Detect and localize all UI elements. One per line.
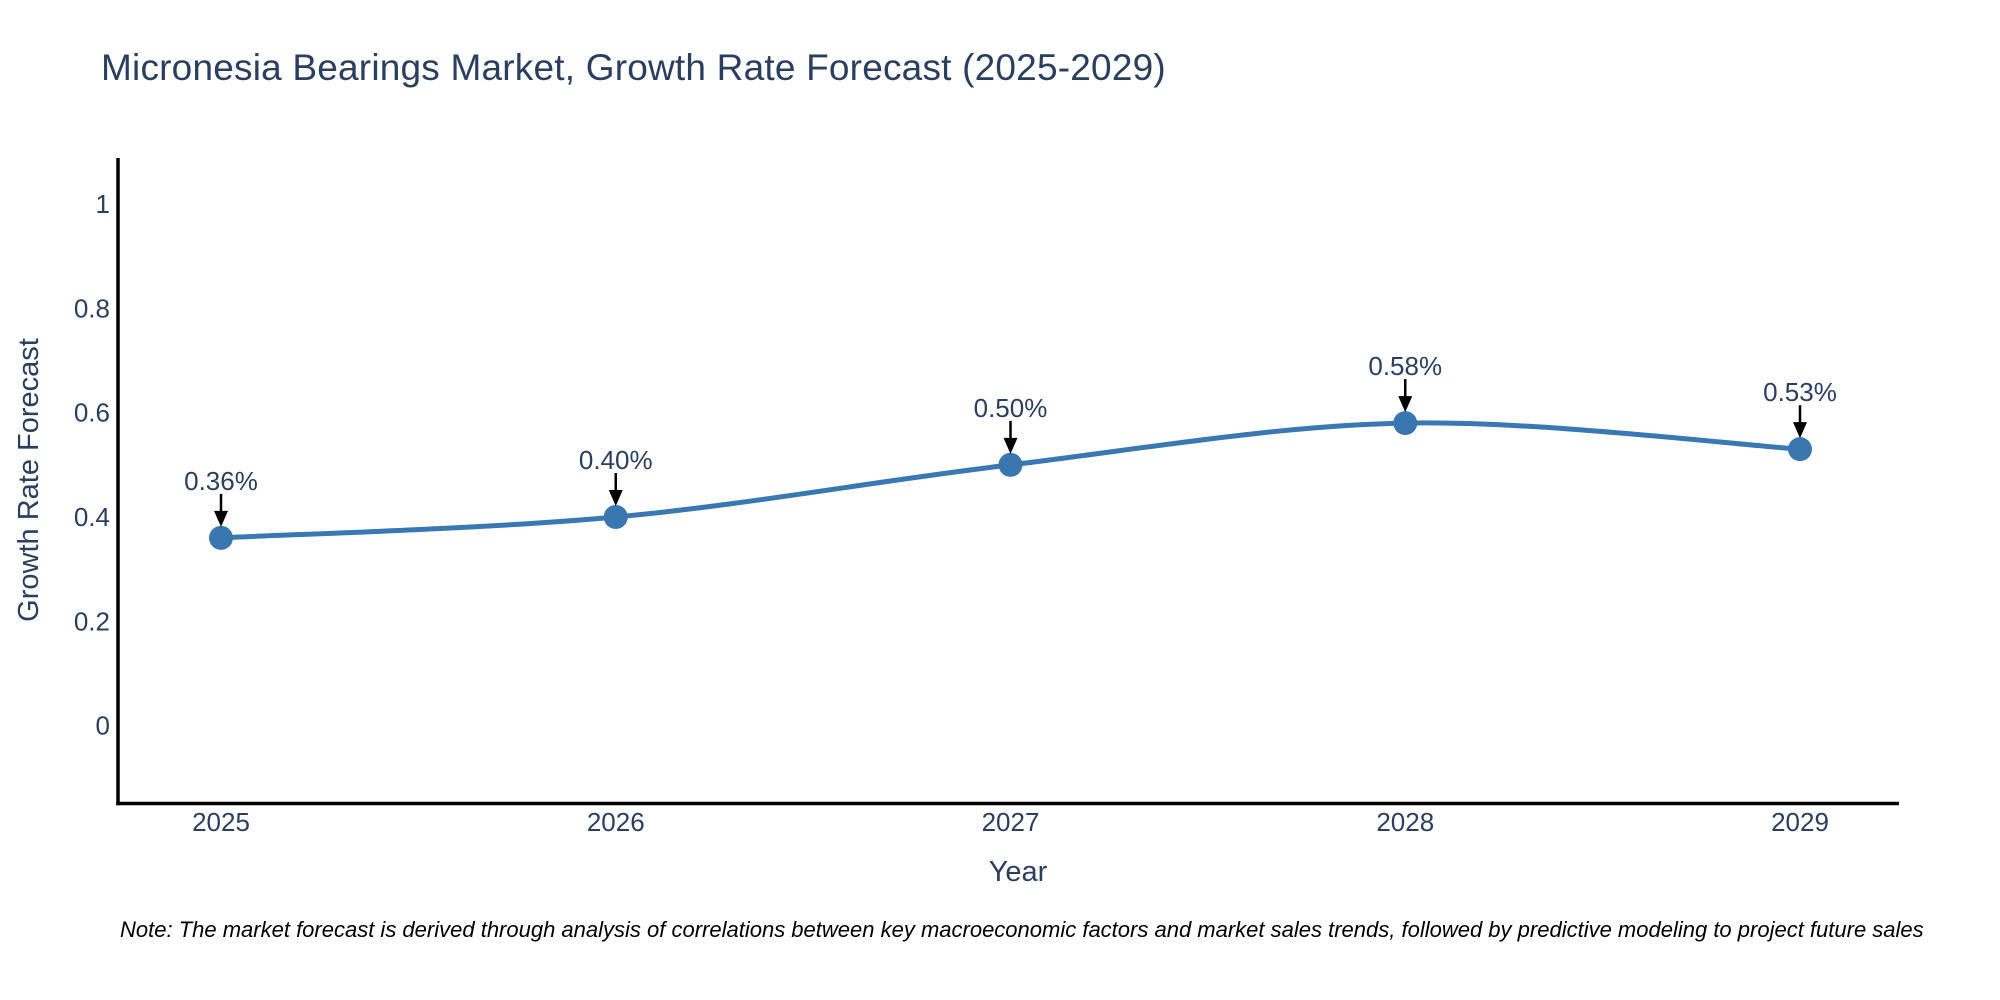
y-tick-label: 0.8 (74, 293, 110, 323)
data-point-marker (1788, 437, 1812, 462)
x-tick-label: 2029 (1771, 807, 1829, 837)
annotation-arrowhead (1398, 396, 1413, 413)
y-tick-label: 1 (96, 189, 110, 219)
annotation-arrowhead (608, 490, 623, 507)
annotation-label: 0.53% (1763, 377, 1837, 407)
annotation-label: 0.36% (184, 466, 258, 496)
annotation-arrowhead (1003, 437, 1018, 454)
x-tick-label: 2025 (192, 807, 250, 837)
annotation-arrowhead (1793, 422, 1807, 439)
footnote: Note: The market forecast is derived thr… (120, 917, 1924, 942)
annotation-arrowhead (214, 510, 228, 527)
annotation-label: 0.58% (1368, 351, 1442, 381)
y-tick-label: 0.6 (74, 398, 110, 428)
y-axis-title: Growth Rate Forecast (13, 338, 45, 622)
y-tick-label: 0 (96, 711, 110, 741)
x-tick-label: 2026 (587, 807, 645, 837)
data-point-marker (209, 525, 233, 550)
x-axis-title: Year (989, 856, 1048, 888)
y-tick-label: 0.4 (74, 502, 110, 532)
chart-title: Micronesia Bearings Market, Growth Rate … (101, 47, 1166, 88)
data-point-marker (1393, 411, 1418, 436)
data-point-marker (998, 452, 1023, 477)
y-tick-label: 0.2 (74, 606, 110, 636)
annotation-label: 0.50% (974, 393, 1048, 423)
x-tick-label: 2028 (1376, 807, 1434, 837)
annotation-label: 0.40% (579, 445, 653, 475)
data-point-marker (603, 505, 628, 530)
x-tick-label: 2027 (982, 807, 1040, 837)
